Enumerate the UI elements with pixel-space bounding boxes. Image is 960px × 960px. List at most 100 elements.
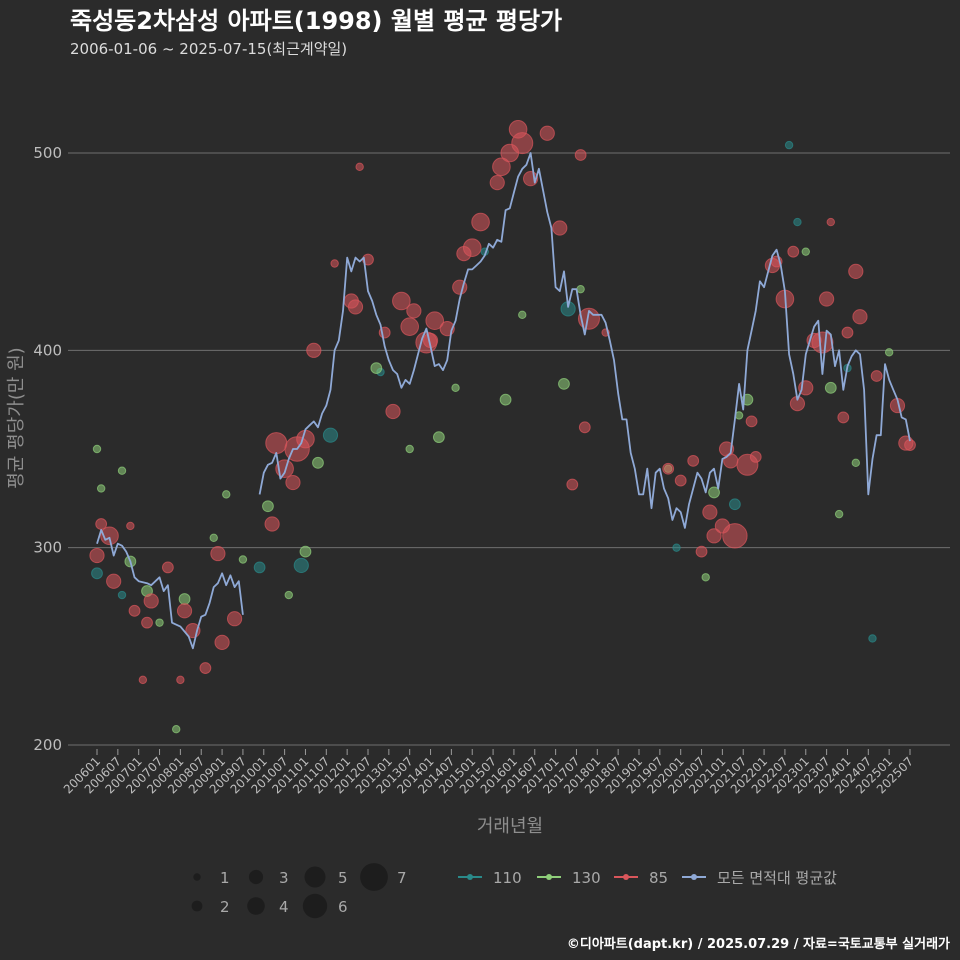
point-130 [558,377,570,390]
point-110 [293,557,309,574]
point-85 [199,662,212,674]
average-line-segment [96,529,244,650]
chart-subtitle: 2006-01-06 ~ 2025-07-15(최근계약일) [70,40,347,58]
point-85 [722,523,748,549]
point-130 [178,593,191,605]
point-110 [793,217,802,227]
point-85 [161,561,174,574]
point-85 [126,521,135,531]
point-85 [406,303,422,319]
point-130 [312,456,324,469]
size-legend-marker [191,900,203,912]
point-130 [299,545,312,558]
point-85 [330,259,339,268]
point-85 [141,616,153,629]
point-85 [745,415,758,428]
chart-title: 죽성동2차삼성 아파트(1998) 월별 평균 평당가 [70,7,562,35]
point-85 [578,421,591,434]
point-85 [511,132,534,155]
point-85 [539,125,555,141]
size-legend-marker [304,866,326,888]
size-legend-marker [193,873,201,881]
point-85 [552,220,568,236]
point-85 [662,462,675,475]
size-legend-marker [248,869,264,885]
y-tick-label: 500 [33,144,62,162]
legend-label: 110 [493,869,522,887]
point-85 [425,311,445,331]
legend-label: 모든 면적대 평균값 [717,869,837,887]
point-85 [143,593,159,609]
point-110 [728,498,741,511]
legend-key-dot [467,874,473,880]
point-85 [400,317,419,336]
y-tick-labels: 200 300 400 500 [33,144,62,754]
legend-label: 130 [572,869,601,887]
point-85 [210,545,226,562]
point-130 [155,618,164,627]
point-85 [392,291,411,311]
point-85 [489,175,505,191]
point-85 [264,516,280,532]
point-85 [471,212,490,232]
point-110 [672,543,681,552]
point-85 [848,263,864,279]
point-85 [702,504,718,520]
point-85 [128,604,141,617]
point-130 [405,444,414,454]
point-130 [172,725,181,734]
point-85 [577,307,600,330]
point-130 [884,348,894,357]
point-85 [706,528,722,544]
point-130 [708,486,720,499]
point-85 [347,299,364,315]
size-legend-marker [302,893,328,919]
size-legend-label: 3 [279,869,289,887]
point-130 [801,247,810,256]
average-line [96,152,911,650]
point-130 [117,466,127,475]
point-85 [841,326,854,339]
point-130 [238,555,248,564]
point-85 [687,454,700,467]
legend-key-dot [546,874,552,880]
point-85 [870,370,883,382]
point-130 [576,284,585,294]
point-130 [284,590,293,600]
legend-label: 85 [649,869,668,887]
point-85 [819,291,835,307]
legend-key-dot [623,874,629,880]
point-110 [784,140,794,150]
point-130 [518,310,527,320]
point-85 [574,149,587,161]
point-85 [492,157,511,177]
point-85 [385,403,401,420]
source-caption: ©디아파트(dapt.kr) / 2025.07.29 / 자료=국토교통부 실… [567,936,950,952]
size-legend-marker [247,897,265,915]
point-85 [214,634,230,650]
size-legend-label: 7 [397,869,407,887]
point-85 [787,245,800,258]
point-85 [176,603,193,619]
y-tick-label: 400 [33,341,62,359]
point-85 [265,432,288,455]
point-110 [868,634,877,643]
point-85 [695,545,708,558]
point-110 [253,561,266,574]
point-85 [904,439,916,451]
size-legend-label: 5 [338,869,348,887]
point-130 [499,393,512,406]
point-110 [322,427,339,443]
size-legend-label: 6 [338,898,348,916]
x-axis-label: 거래년월 [477,816,543,837]
point-85 [826,217,835,227]
size-legend-label: 2 [220,898,230,916]
point-85 [226,611,243,627]
point-130 [209,533,218,542]
point-110 [117,590,127,600]
point-85 [566,478,579,491]
point-85 [176,675,185,685]
average-line-segment [258,152,911,529]
